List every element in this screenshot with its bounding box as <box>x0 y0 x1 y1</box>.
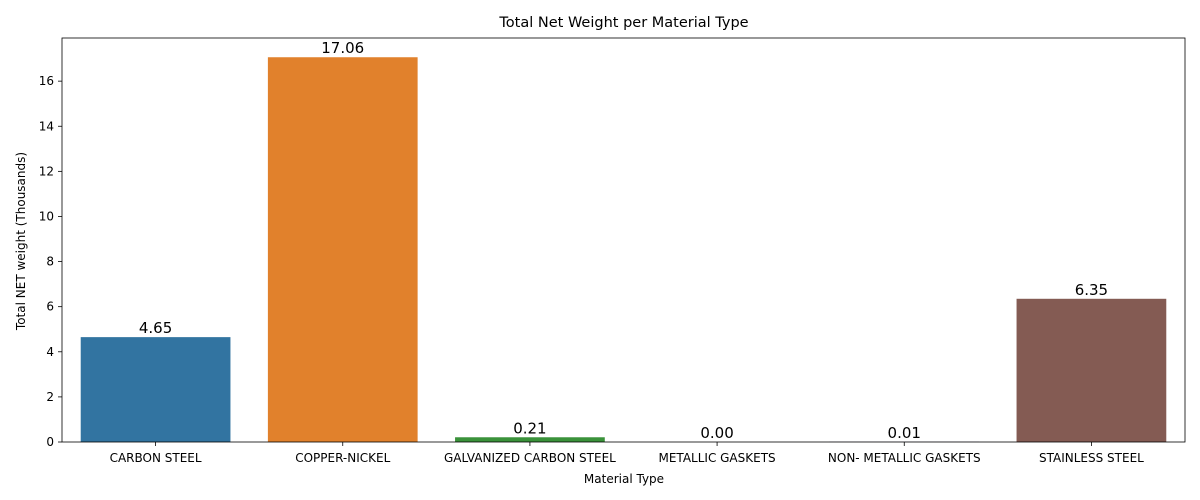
y-tick-label: 0 <box>46 435 54 449</box>
x-tick-label: METALLIC GASKETS <box>658 451 775 465</box>
x-tick-label: GALVANIZED CARBON STEEL <box>444 451 616 465</box>
data-label: 6.35 <box>1075 281 1108 299</box>
plot-frame <box>61 37 1186 443</box>
y-tick-label: 16 <box>39 74 54 88</box>
bar <box>80 337 231 442</box>
y-tick-label: 8 <box>46 255 54 269</box>
data-label: 0.00 <box>700 424 733 442</box>
y-tick-label: 6 <box>46 300 54 314</box>
data-label: 0.01 <box>888 424 921 442</box>
data-label: 17.06 <box>321 39 364 57</box>
data-label: 0.21 <box>513 419 546 437</box>
x-tick-label: CARBON STEEL <box>110 451 202 465</box>
bar <box>267 57 418 442</box>
y-tick-label: 14 <box>39 119 54 133</box>
x-axis-label: Material Type <box>584 472 664 486</box>
y-tick-label: 4 <box>46 345 54 359</box>
x-tick-label: NON- METALLIC GASKETS <box>828 451 981 465</box>
x-tick-label: STAINLESS STEEL <box>1039 451 1144 465</box>
data-label: 4.65 <box>139 319 172 337</box>
bar <box>455 437 605 442</box>
chart-title: Total Net Weight per Material Type <box>498 15 748 31</box>
y-tick-label: 2 <box>46 390 54 404</box>
bar <box>1016 298 1167 442</box>
x-tick-label: COPPER-NICKEL <box>295 451 390 465</box>
y-tick-label: 12 <box>39 164 54 178</box>
y-axis-label: Total NET weight (Thousands) <box>14 152 28 331</box>
y-tick-label: 10 <box>39 209 54 223</box>
